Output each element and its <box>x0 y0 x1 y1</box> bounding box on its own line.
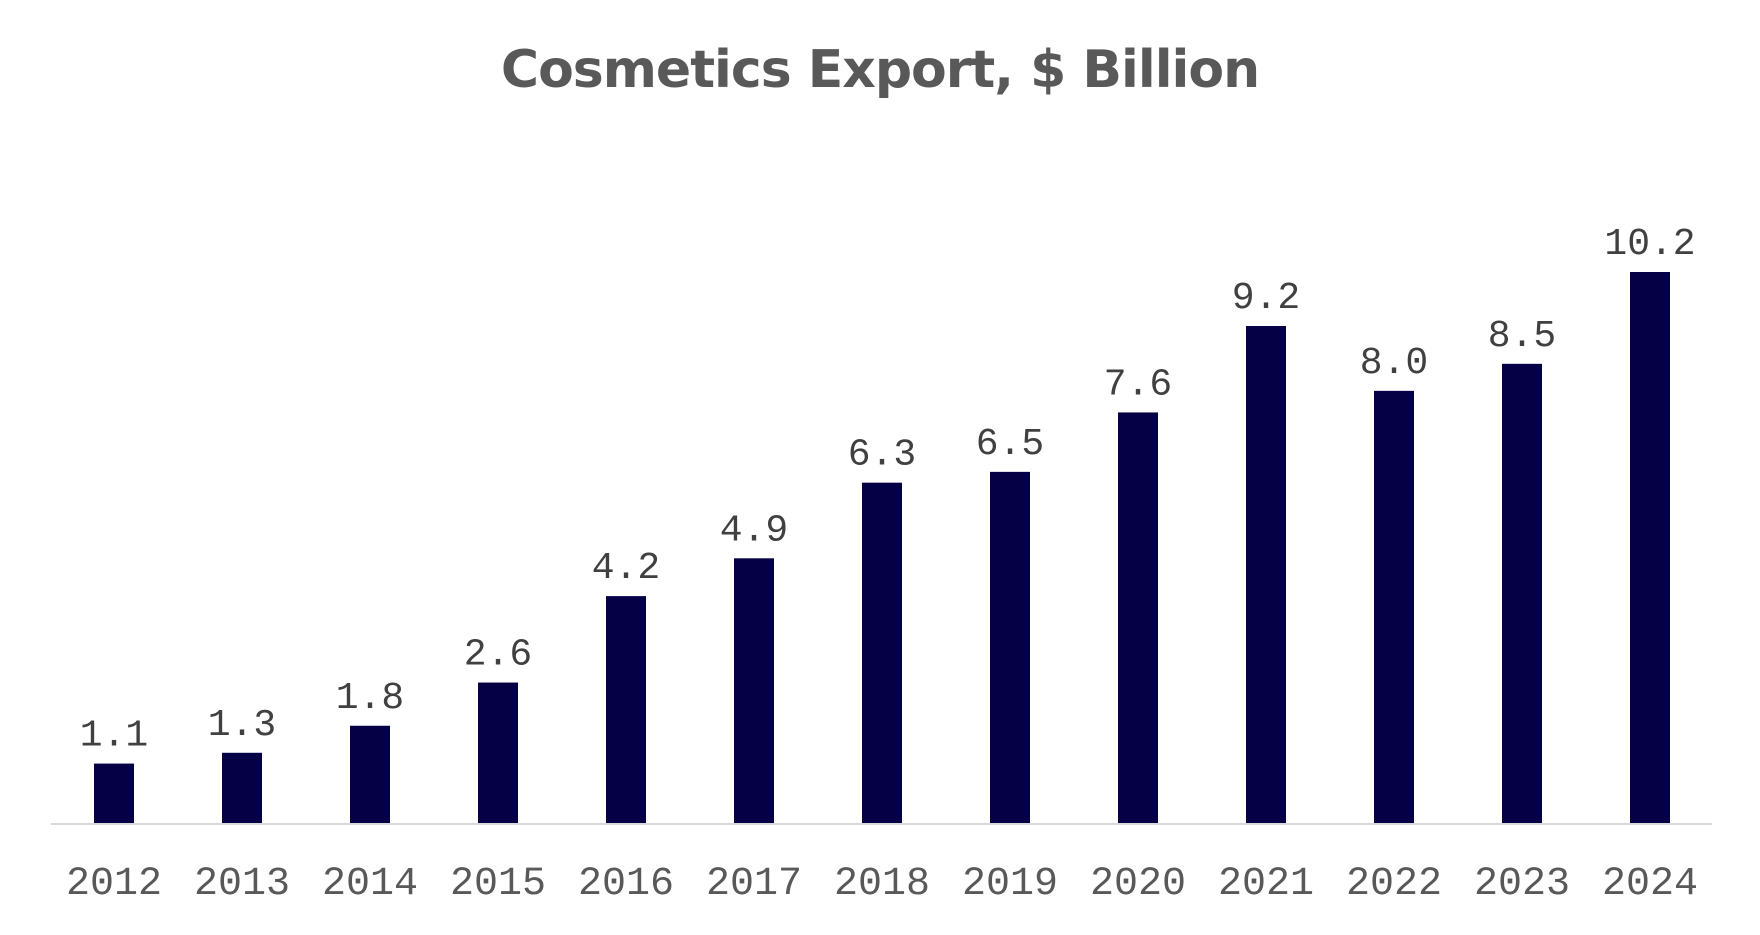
bar-2014 <box>350 725 390 823</box>
x-tick-label-2016: 2016 <box>578 862 674 907</box>
value-label-2013: 1.3 <box>208 704 276 747</box>
bar-2012 <box>94 763 134 823</box>
x-tick-label-2015: 2015 <box>450 862 546 907</box>
value-label-2015: 2.6 <box>464 634 532 677</box>
bar-2016 <box>606 596 646 823</box>
value-label-2017: 4.9 <box>720 509 788 552</box>
value-label-2014: 1.8 <box>336 677 404 720</box>
x-tick-label-2017: 2017 <box>706 862 802 907</box>
bar-2019 <box>990 471 1030 823</box>
bar-2015 <box>478 682 518 823</box>
x-tick-label-2021: 2021 <box>1218 862 1314 907</box>
value-label-2019: 6.5 <box>976 423 1044 466</box>
value-label-2021: 9.2 <box>1232 277 1300 320</box>
x-tick-label-2018: 2018 <box>834 862 930 907</box>
x-tick-label-2014: 2014 <box>322 862 418 907</box>
value-label-2024: 10.2 <box>1604 223 1695 266</box>
value-label-2023: 8.5 <box>1488 315 1556 358</box>
value-label-2020: 7.6 <box>1104 363 1172 406</box>
x-tick-label-2019: 2019 <box>962 862 1058 907</box>
value-label-2012: 1.1 <box>80 715 148 758</box>
bar-2020 <box>1118 412 1158 823</box>
bar-2021 <box>1246 326 1286 823</box>
x-tick-label-2022: 2022 <box>1346 862 1442 907</box>
chart-title: Cosmetics Export, $ Billion <box>500 40 1260 100</box>
bar-2023 <box>1502 363 1542 823</box>
x-tick-label-2020: 2020 <box>1090 862 1186 907</box>
x-tick-label-2013: 2013 <box>194 862 290 907</box>
value-label-2016: 4.2 <box>592 547 660 590</box>
x-tick-label-2024: 2024 <box>1602 862 1698 907</box>
bar-2024 <box>1630 272 1670 823</box>
x-tick-label-2012: 2012 <box>66 862 162 907</box>
bar-2017 <box>734 558 774 823</box>
bar-2018 <box>862 482 902 823</box>
x-tick-label-2023: 2023 <box>1474 862 1570 907</box>
value-label-2022: 8.0 <box>1360 342 1428 385</box>
bar-2013 <box>222 752 262 823</box>
bar-2022 <box>1374 390 1414 823</box>
value-label-2018: 6.3 <box>848 434 916 477</box>
